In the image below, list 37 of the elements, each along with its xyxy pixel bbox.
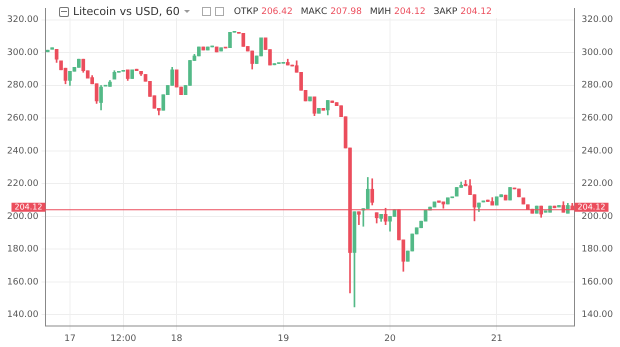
x-tick-label: 19 — [278, 334, 290, 344]
y2-tick-label: 220.00 — [582, 179, 614, 190]
y2-tick-label: 200.00 — [582, 212, 614, 222]
y2-tick-label: 300.00 — [582, 48, 614, 58]
ref-line-label: 204.12 — [14, 202, 42, 212]
annotation: ОТКР — [234, 6, 258, 16]
y2-tick-label: 140.00 — [582, 310, 614, 320]
x-tick-label: 17 — [64, 334, 76, 344]
annotation: 207.98 — [330, 6, 362, 16]
y2-tick-label: 240.00 — [582, 146, 614, 156]
y2-tick-label: 320.00 — [582, 15, 614, 26]
x-tick-label: 21 — [490, 334, 502, 344]
y2-tick-label: 160.00 — [582, 277, 614, 288]
chart-title: Litecoin vs USD, 60 — [73, 5, 180, 18]
y2-tick-label: 280.00 — [582, 80, 614, 91]
y-tick-label: 260.00 — [6, 114, 39, 124]
annotation: ЗАКР — [434, 6, 458, 16]
y-tick-label: 300.00 — [6, 48, 39, 58]
x-tick-label: 12:00 — [110, 334, 137, 344]
y-tick-label: 220.00 — [6, 179, 39, 190]
y-tick-label: 320.00 — [6, 15, 39, 26]
y-tick-label: 200.00 — [6, 212, 39, 222]
annotation: 204.12 — [394, 6, 426, 16]
y-tick-label: 140.00 — [6, 310, 39, 320]
annotation: 206.42 — [261, 6, 293, 16]
y2-tick-label: 180.00 — [582, 244, 614, 255]
y-tick-label: 240.00 — [6, 146, 39, 156]
annotation: МИН — [370, 6, 392, 16]
x-tick-label: 20 — [384, 334, 396, 344]
annotation: МАКС — [300, 6, 328, 16]
y-tick-label: 180.00 — [6, 244, 39, 255]
y-tick-label: 280.00 — [6, 80, 39, 91]
y-tick-label: 160.00 — [6, 277, 39, 288]
y2-tick-label: 260.00 — [582, 114, 614, 124]
x-tick-label: 18 — [170, 334, 183, 344]
annotation: 204.12 — [460, 6, 492, 16]
text: 204.12 — [578, 202, 606, 212]
